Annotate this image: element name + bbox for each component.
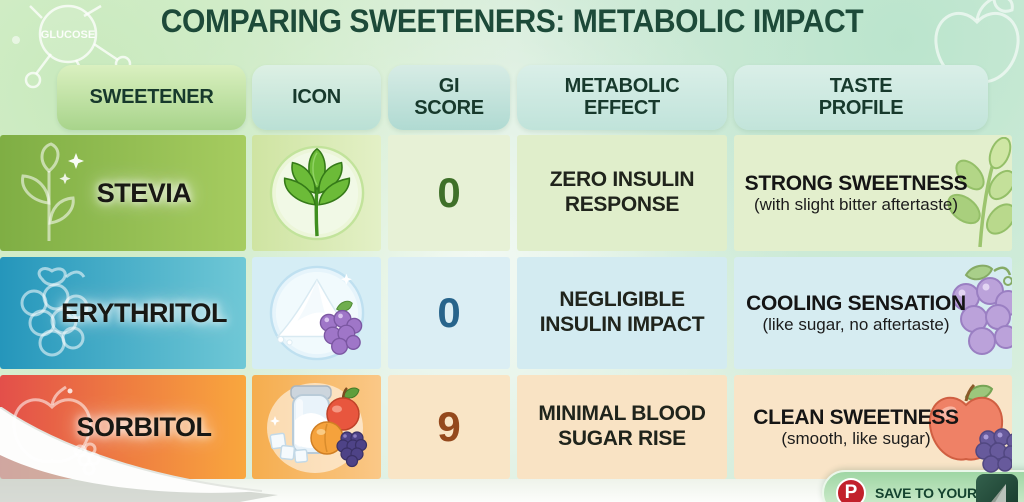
erythritol-gi-cell: 0	[388, 257, 510, 369]
stevia-taste-cell: STRONG SWEETNESS (with slight bitter aft…	[734, 135, 1012, 251]
taste-profile-sub: (smooth, like sugar)	[781, 428, 931, 448]
column-header-metabolic-effect: METABOLIC EFFECT	[517, 65, 727, 130]
grapes-cluster	[319, 309, 362, 355]
powder-grapes-icon	[269, 265, 364, 361]
background-dot	[12, 36, 20, 44]
erythritol-icon-cell	[252, 257, 381, 369]
column-header-gi-score: GI SCORE	[388, 65, 510, 130]
stevia-name-cell: STEVIA	[0, 135, 246, 251]
apple-berry-outline-icon	[12, 385, 101, 476]
grapes-icon	[952, 264, 1012, 355]
pinterest-letter: P	[844, 482, 858, 502]
sorbitol-name-cell: SORBITOL	[0, 375, 246, 479]
blackberry-icon	[335, 431, 367, 468]
taste-profile-sub: (like sugar, no aftertaste)	[762, 314, 950, 334]
taste-profile-main: CLEAN SWEETNESS	[753, 405, 959, 429]
erythritol-metabolic-cell: NEGLIGIBLE INSULIN IMPACT	[517, 257, 727, 369]
column-header-taste-profile: TASTE PROFILE	[734, 65, 988, 130]
page-curl	[0, 407, 278, 502]
gi-score-value: 9	[437, 403, 461, 450]
taste-profile-main: COOLING SENSATION	[746, 291, 966, 315]
sweetener-name: STEVIA	[96, 177, 192, 208]
stevia-plant-icon	[947, 137, 1012, 248]
sparkle-icon	[59, 173, 71, 185]
save-label: SAVE TO YOUR	[875, 485, 977, 501]
metabolic-effect-text: MINIMAL BLOOD SUGAR RISE	[538, 402, 706, 450]
sparkle-icon	[340, 273, 352, 285]
gi-score-value: 0	[437, 169, 461, 216]
gi-score-value: 0	[437, 289, 461, 336]
sweetener-name: ERYTHRITOL	[60, 297, 228, 328]
metabolic-effect-text: NEGLIGIBLE INSULIN IMPACT	[539, 288, 705, 336]
page-title: COMPARING SWEETENERS: METABOLIC IMPACT	[160, 3, 864, 39]
erythritol-taste-cell: COOLING SENSATION (like sugar, no aftert…	[734, 257, 1012, 369]
stevia-gi-cell: 0	[388, 135, 510, 251]
apple-blackberry-icon	[928, 383, 1012, 473]
stevia-icon-cell	[252, 135, 381, 251]
header-label: GI SCORE	[414, 74, 484, 119]
taste-profile-main: STRONG SWEETNESS	[744, 171, 968, 195]
bookmark-arrow-icon	[976, 474, 1018, 502]
sparkle-icon	[269, 416, 280, 426]
sorbitol-icon-cell	[252, 375, 381, 479]
sugar-cubes	[269, 432, 308, 464]
header-label: SWEETENER	[89, 85, 214, 108]
sparkle-icon	[68, 153, 84, 169]
apple-leaf-icon	[341, 387, 360, 399]
header-label: METABOLIC EFFECT	[564, 74, 680, 119]
metabolic-effect-text: ZERO INSULIN RESPONSE	[549, 168, 695, 216]
stevia-metabolic-cell: ZERO INSULIN RESPONSE	[517, 135, 727, 251]
pinterest-logo-icon: P	[836, 478, 866, 502]
column-header-icon: ICON	[252, 65, 381, 130]
jar-fruits-icon	[266, 383, 367, 473]
header-label: ICON	[292, 85, 341, 108]
erythritol-name-cell: ERYTHRITOL	[0, 257, 246, 369]
grapes-outline-icon	[20, 267, 89, 357]
sprout-sparkle-outline-icon	[21, 142, 84, 241]
header-label: TASTE PROFILE	[818, 74, 904, 119]
column-header-sweetener: SWEETENER	[57, 65, 246, 130]
blackberry-icon	[975, 428, 1012, 473]
taste-profile-sub: (with slight bitter aftertaste)	[753, 194, 959, 214]
sorbitol-gi-cell: 9	[388, 375, 510, 479]
sorbitol-metabolic-cell: MINIMAL BLOOD SUGAR RISE	[517, 375, 727, 479]
sparkle-icon	[67, 388, 73, 394]
save-to-pinterest-button[interactable]: P SAVE TO YOUR	[822, 470, 1024, 502]
stevia-leaves-icon	[269, 145, 364, 241]
sorbitol-taste-cell: CLEAN SWEETNESS (smooth, like sugar)	[734, 375, 1012, 479]
sweetener-name: SORBITOL	[76, 411, 212, 442]
